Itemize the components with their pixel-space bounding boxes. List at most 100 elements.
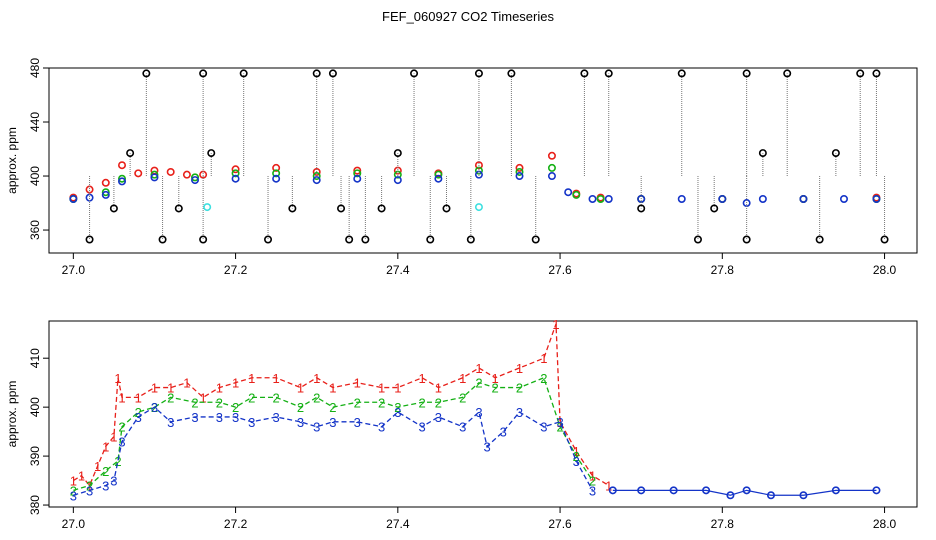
point-label: 2 <box>475 376 482 391</box>
point-label: 1 <box>573 444 580 459</box>
point-label: 3 <box>297 415 304 430</box>
point-label: 2 <box>556 420 563 435</box>
data-point <box>377 204 386 213</box>
data-point <box>880 235 889 244</box>
data-point <box>799 491 808 500</box>
point-label: 3 <box>232 410 239 425</box>
point-label: 1 <box>589 469 596 484</box>
point-label: 3 <box>459 420 466 435</box>
data-point <box>596 194 605 203</box>
data-point <box>118 177 127 186</box>
data-point <box>758 194 767 203</box>
data-point <box>101 190 110 199</box>
data-point <box>191 176 200 185</box>
data-point <box>353 174 362 183</box>
data-point <box>588 194 597 203</box>
data-point <box>231 169 240 178</box>
point-label: 3 <box>354 415 361 430</box>
data-point <box>677 194 686 203</box>
data-point <box>718 194 727 203</box>
point-label: 2 <box>191 395 198 410</box>
y-axis-label: approx. ppm <box>5 381 19 448</box>
data-point <box>547 151 556 160</box>
data-point <box>410 69 419 78</box>
data-point <box>69 194 78 203</box>
y-axis-label: approx. ppm <box>5 127 19 194</box>
data-point <box>742 69 751 78</box>
series-line <box>73 323 610 487</box>
data-point <box>166 167 175 176</box>
data-point <box>118 161 127 170</box>
series-line <box>73 406 594 496</box>
data-point <box>839 194 848 203</box>
data-point <box>312 176 321 185</box>
data-point <box>669 486 678 495</box>
point-label: 1 <box>200 390 207 405</box>
point-label: 2 <box>492 381 499 396</box>
point-label: 3 <box>273 410 280 425</box>
data-point <box>101 188 110 197</box>
point-label: 1 <box>78 469 85 484</box>
data-point <box>547 172 556 181</box>
data-point <box>312 172 321 181</box>
data-point <box>199 235 208 244</box>
data-point <box>142 69 151 78</box>
series-cyan <box>203 203 483 212</box>
point-label: 1 <box>232 376 239 391</box>
point-label: 2 <box>394 400 401 415</box>
point-label: 3 <box>118 434 125 449</box>
data-point <box>742 486 751 495</box>
data-point <box>474 69 483 78</box>
x-tick-label: 27.8 <box>711 517 735 531</box>
data-point <box>507 69 516 78</box>
point-label: 3 <box>110 474 117 489</box>
series-ch2 <box>69 163 881 203</box>
data-point <box>799 194 808 203</box>
plot-frame <box>48 67 918 254</box>
point-label: 3 <box>102 478 109 493</box>
point-label: 3 <box>516 405 523 420</box>
point-label: 2 <box>216 395 223 410</box>
x-tick-label: 27.0 <box>62 517 86 531</box>
point-label: 2 <box>86 478 93 493</box>
data-point <box>199 69 208 78</box>
data-point <box>742 235 751 244</box>
point-label: 2 <box>167 390 174 405</box>
data-point <box>101 178 110 187</box>
data-point <box>604 194 613 203</box>
data-point <box>856 69 865 78</box>
point-label: 1 <box>110 430 117 445</box>
data-point <box>531 235 540 244</box>
point-label: 2 <box>516 381 523 396</box>
data-point <box>182 170 191 179</box>
data-point <box>474 170 483 179</box>
point-label: 3 <box>394 405 401 420</box>
data-point <box>572 190 581 199</box>
data-point <box>604 69 613 78</box>
point-label: 2 <box>419 395 426 410</box>
data-point <box>312 69 321 78</box>
point-label: 1 <box>435 381 442 396</box>
data-point <box>272 163 281 172</box>
point-label: 1 <box>475 361 482 376</box>
data-point <box>272 169 281 178</box>
data-point <box>361 235 370 244</box>
data-point <box>564 188 573 197</box>
data-point <box>134 169 143 178</box>
point-label: 3 <box>248 415 255 430</box>
point-label: 1 <box>102 439 109 454</box>
point-label: 2 <box>354 395 361 410</box>
data-point <box>831 486 840 495</box>
data-point <box>766 491 775 500</box>
point-label: 3 <box>540 420 547 435</box>
data-point <box>580 69 589 78</box>
point-label: 1 <box>354 376 361 391</box>
data-point <box>231 165 240 174</box>
y-tick-label: 390 <box>28 446 42 466</box>
point-label: 3 <box>191 410 198 425</box>
point-label: 1 <box>492 371 499 386</box>
data-point <box>710 204 719 213</box>
point-label: 3 <box>167 415 174 430</box>
data-point <box>434 174 443 183</box>
data-point <box>637 204 646 213</box>
